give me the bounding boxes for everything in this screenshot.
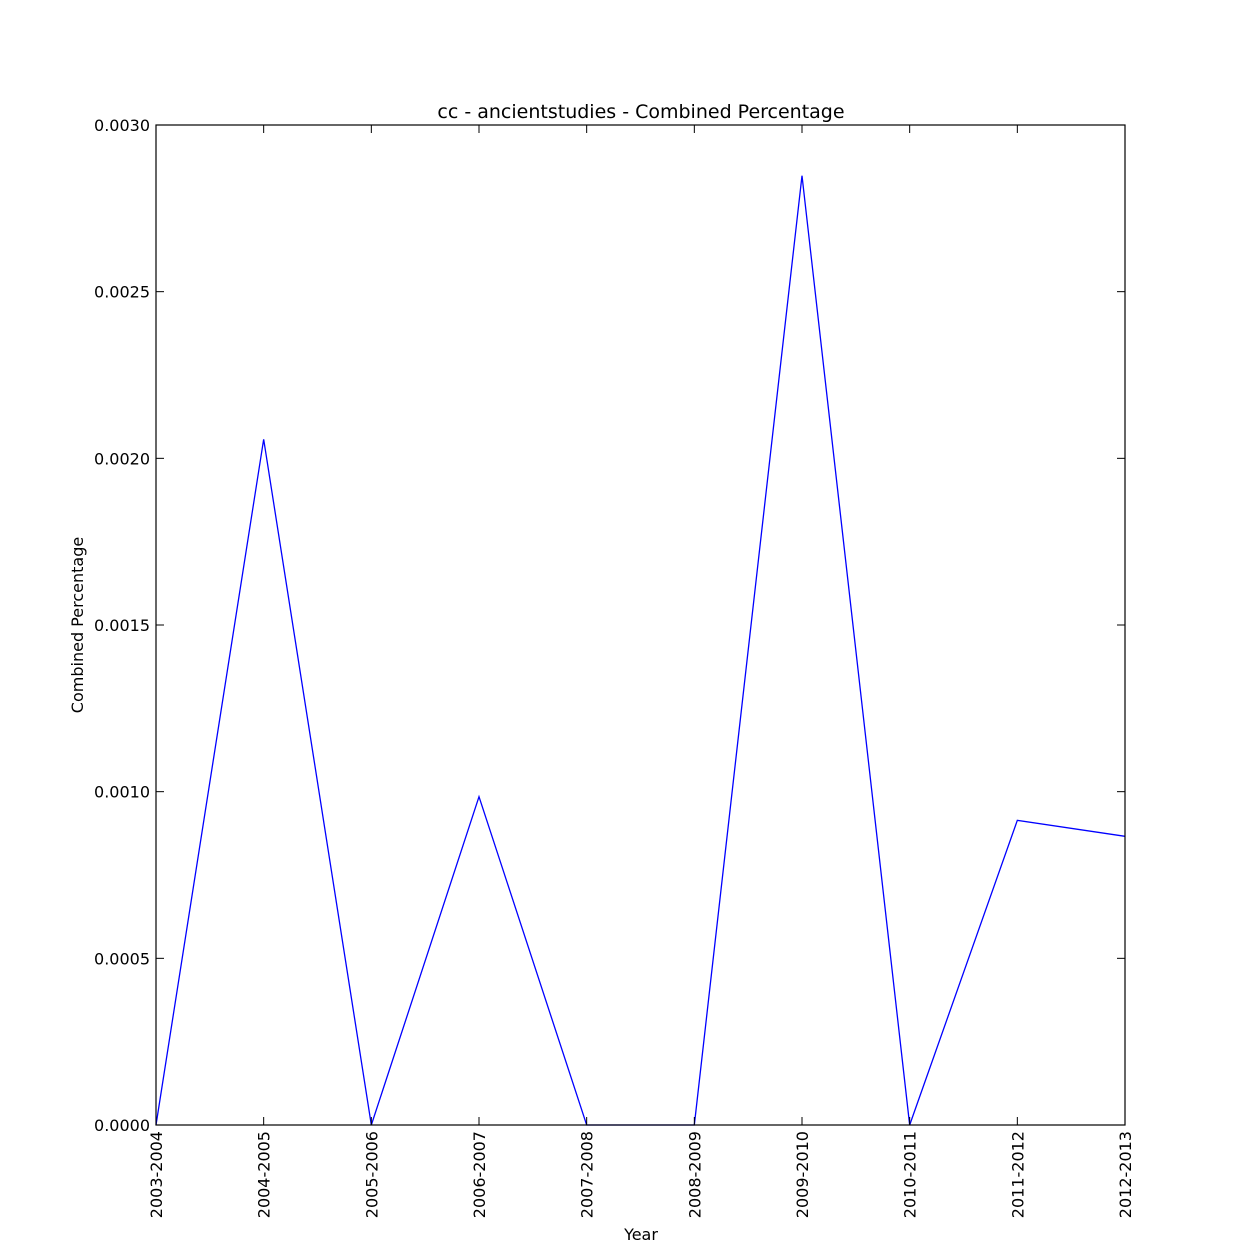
y-tick-label: 0.0025 [94,283,150,302]
x-tick-label: 2009-2010 [793,1131,812,1218]
x-tick-label: 2006-2007 [470,1131,489,1218]
y-tick-label: 0.0010 [94,783,150,802]
chart-title: cc - ancientstudies - Combined Percentag… [437,101,844,123]
x-tick-label: 2012-2013 [1116,1131,1135,1218]
x-tick-label: 2008-2009 [685,1131,704,1218]
x-tick-label: 2011-2012 [1008,1131,1027,1218]
x-tick-label: 2004-2005 [255,1131,274,1218]
y-tick-label: 0.0020 [94,449,150,468]
x-axis-label: Year [623,1225,658,1244]
x-tick-label: 2003-2004 [147,1131,166,1218]
y-tick-label: 0.0030 [94,116,150,135]
y-tick-label: 0.0000 [94,1116,150,1135]
y-axis: 0.0000 0.0005 0.0010 0.0015 0.0020 0.0025 0.00… [94,116,1125,1135]
x-tick-label: 2005-2006 [362,1131,381,1218]
x-tick-label: 2010-2011 [901,1131,920,1218]
y-tick-label: 0.0015 [94,616,150,635]
y-axis-label: Combined Percentage [68,537,87,713]
y-tick-label: 0.0005 [94,949,150,968]
x-axis: 2003-2004 2004-2005 2005-2006 2006-2007 2007… [147,125,1135,1218]
x-tick-label: 2007-2008 [578,1131,597,1218]
